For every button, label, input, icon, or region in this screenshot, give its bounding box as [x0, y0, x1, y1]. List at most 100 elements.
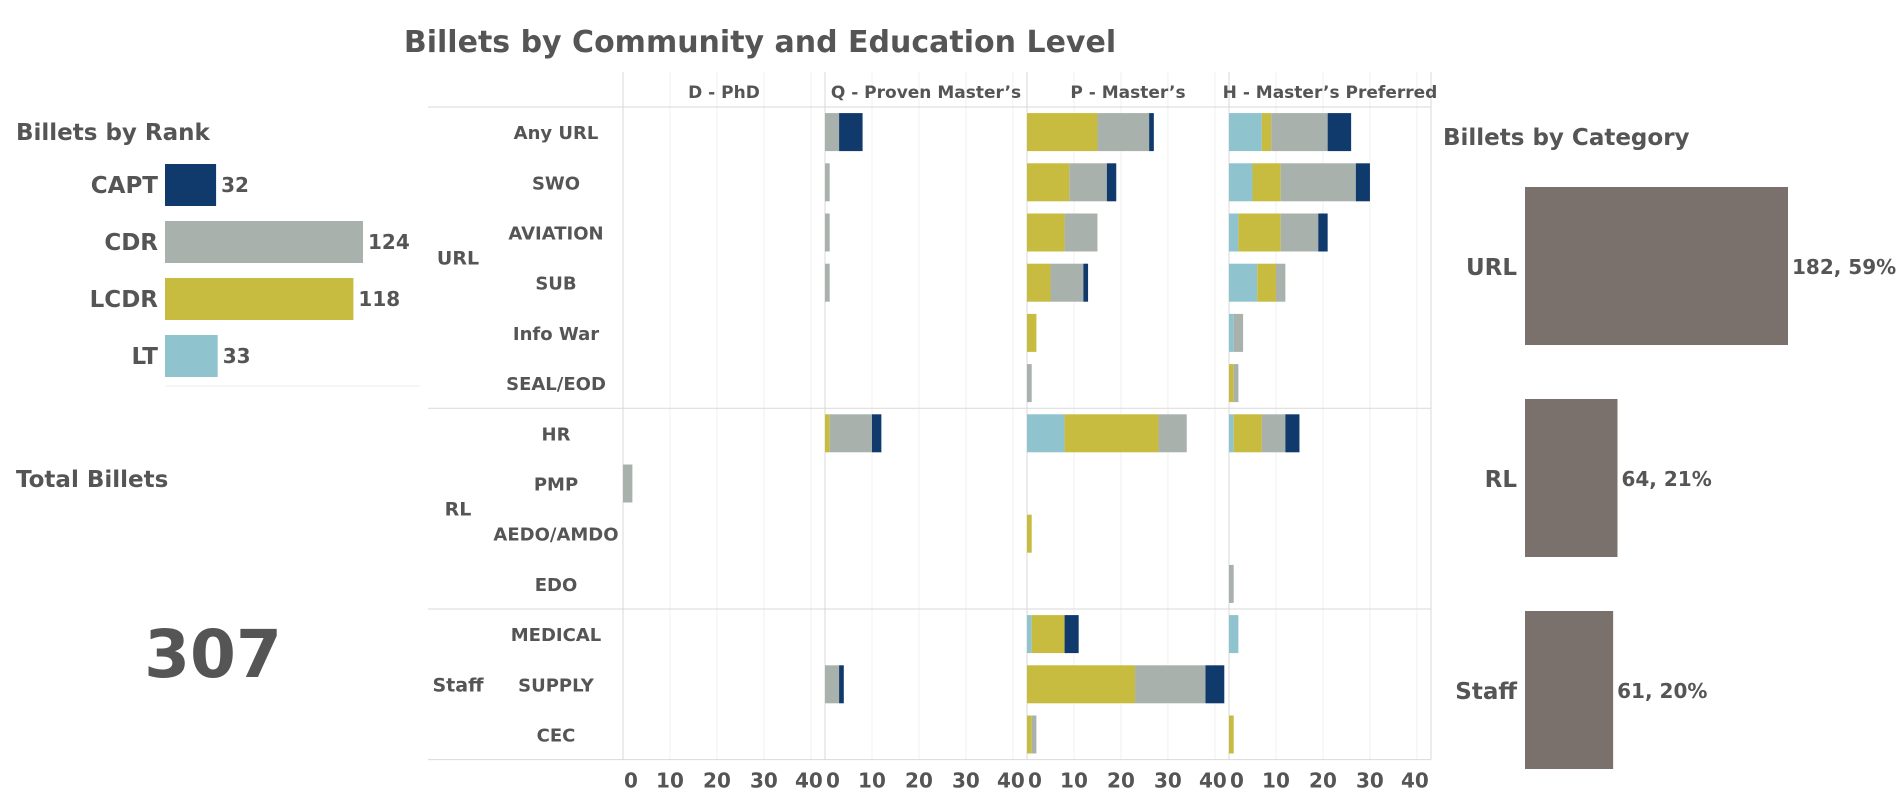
bar-segment-lcdr — [1262, 113, 1271, 151]
bar-segment-lt — [1229, 214, 1238, 252]
bar-segment-lcdr — [1238, 214, 1280, 252]
bar-segment-cdr — [1234, 364, 1239, 402]
bar-segment-lcdr — [1229, 364, 1234, 402]
x-tick-label: 0 — [826, 769, 840, 793]
category-bar-staff — [1525, 611, 1613, 769]
category-value-staff: 61, 20% — [1617, 679, 1707, 703]
category-label-url: URL — [1466, 255, 1517, 281]
bar-segment-capt — [1328, 113, 1351, 151]
bar-segment-cdr — [1135, 665, 1205, 703]
column-header: D - PhD — [688, 83, 760, 103]
bar-segment-capt — [1206, 665, 1225, 703]
bar-segment-lcdr — [1027, 515, 1032, 553]
rank-label-capt: CAPT — [91, 173, 159, 199]
total-billets-title: Total Billets — [16, 467, 168, 493]
bar-segment-lt — [1229, 163, 1252, 201]
bar-segment-cdr — [1065, 214, 1098, 252]
x-tick-label: 20 — [905, 769, 933, 793]
bar-segment-cdr — [1027, 364, 1032, 402]
row-label: EDO — [535, 575, 578, 596]
bar-segment-lcdr — [1027, 163, 1069, 201]
total-billets-value: 307 — [144, 616, 282, 693]
bar-segment-capt — [839, 665, 844, 703]
x-tick-label: 40 — [1401, 769, 1429, 793]
x-tick-label: 0 — [1028, 769, 1042, 793]
rank-label-lcdr: LCDR — [90, 287, 159, 313]
bar-segment-cdr — [1032, 716, 1037, 754]
dashboard: Billets by Community and Education Level… — [0, 0, 1900, 800]
bar-segment-lt — [1027, 615, 1032, 653]
category-value-rl: 64, 21% — [1621, 467, 1711, 491]
bar-segment-lcdr — [825, 414, 830, 452]
bar-segment-lt — [1229, 113, 1262, 151]
bar-segment-cdr — [623, 465, 632, 503]
rank-label-lt: LT — [131, 344, 158, 370]
bar-segment-lcdr — [1027, 214, 1065, 252]
rank-bar-lcdr — [165, 278, 353, 320]
bar-segment-cdr — [825, 665, 839, 703]
rank-value-cdr: 124 — [368, 230, 410, 254]
bar-segment-cdr — [1097, 113, 1149, 151]
rank-bar-cdr — [165, 221, 363, 263]
x-tick-label: 30 — [1154, 769, 1182, 793]
category-label-rl: RL — [1485, 467, 1518, 493]
bar-segment-capt — [1107, 163, 1116, 201]
x-tick-label: 20 — [1107, 769, 1135, 793]
bar-segment-cdr — [1281, 163, 1356, 201]
bar-segment-cdr — [1271, 113, 1327, 151]
bar-segment-capt — [1356, 163, 1370, 201]
bar-segment-lt — [1027, 414, 1065, 452]
bar-segment-lt — [1229, 314, 1234, 352]
category-panel-title: Billets by Category — [1443, 125, 1690, 151]
main-chart: D - PhD Q - Proven Master’s P - Master’s H … — [428, 72, 1437, 793]
row-label: SUPPLY — [518, 675, 595, 696]
bar-segment-lcdr — [1027, 716, 1032, 754]
bar-segment-cdr — [830, 414, 872, 452]
row-label: SUB — [535, 274, 576, 295]
category-bar-rl — [1525, 399, 1617, 557]
x-tick-label: 30 — [952, 769, 980, 793]
row-label: PMP — [534, 475, 578, 496]
rank-chart: CAPT 32 CDR 124 LCDR 118 LT 33 — [90, 164, 410, 377]
x-tick-label: 30 — [750, 769, 778, 793]
row-label: SEAL/EOD — [506, 374, 606, 395]
bar-segment-lcdr — [1252, 163, 1280, 201]
bar-segment-cdr — [1050, 264, 1083, 302]
row-label: SWO — [532, 173, 580, 194]
bar-segment-capt — [1285, 414, 1299, 452]
bar-segment-lcdr — [1027, 113, 1097, 151]
column-header: Q - Proven Master’s — [831, 83, 1021, 103]
x-tick-label: 40 — [1199, 769, 1227, 793]
bar-segment-lcdr — [1032, 615, 1065, 653]
category-chart: URL 182, 59% RL 64, 21% Staff 61, 20% — [1455, 187, 1896, 769]
x-tick-label: 0 — [1230, 769, 1244, 793]
group-label: URL — [437, 248, 479, 270]
bar-segment-capt — [1318, 214, 1327, 252]
bar-segment-lcdr — [1234, 414, 1262, 452]
bar-segment-cdr — [825, 214, 830, 252]
x-tick-label: 0 — [624, 769, 638, 793]
rank-bar-lt — [165, 335, 218, 377]
bar-segment-capt — [1065, 615, 1079, 653]
bar-segment-cdr — [1281, 214, 1319, 252]
row-label: Any URL — [514, 123, 599, 144]
rank-value-lt: 33 — [223, 344, 251, 368]
x-tick-label: 10 — [1262, 769, 1290, 793]
bar-segment-cdr — [825, 163, 830, 201]
rank-bar-capt — [165, 164, 216, 206]
x-tick-label: 40 — [795, 769, 823, 793]
row-label: CEC — [537, 726, 576, 747]
row-label: MEDICAL — [511, 625, 601, 646]
x-tick-label: 20 — [1309, 769, 1337, 793]
bar-segment-cdr — [825, 264, 830, 302]
x-tick-label: 10 — [1060, 769, 1088, 793]
rank-panel-title: Billets by Rank — [16, 120, 211, 146]
x-tick-label: 20 — [703, 769, 731, 793]
bar-segment-cdr — [1159, 414, 1187, 452]
row-label: AVIATION — [508, 224, 603, 245]
bar-segment-capt — [839, 113, 862, 151]
row-label: AEDO/AMDO — [493, 525, 618, 546]
x-tick-label: 30 — [1356, 769, 1384, 793]
bar-segment-lt — [1229, 264, 1257, 302]
x-tick-label: 40 — [997, 769, 1025, 793]
